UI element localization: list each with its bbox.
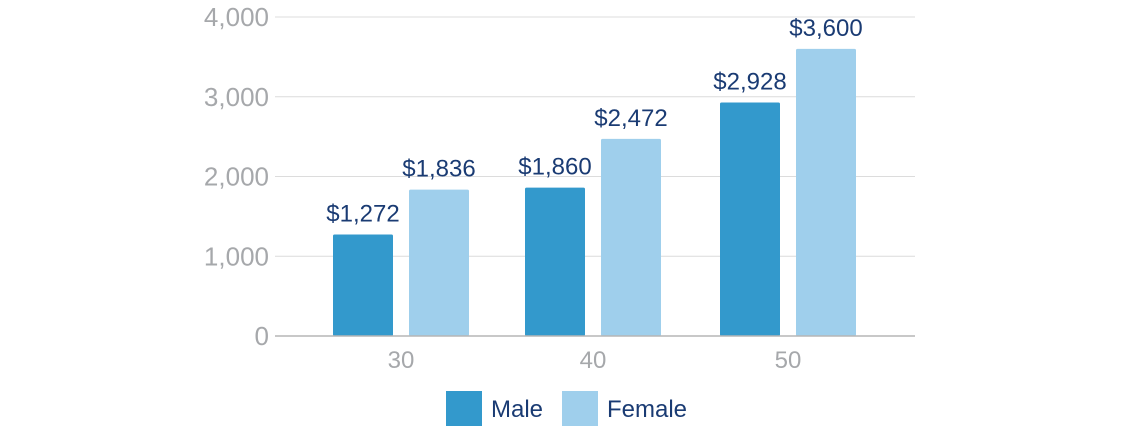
bar-male-30: [333, 234, 393, 336]
bar-female-30: [409, 189, 469, 336]
y-tick-label: 3,000: [204, 82, 269, 112]
legend-swatch-female: [562, 391, 598, 426]
x-tick-label: 40: [580, 347, 607, 374]
bar-female-50: [796, 48, 856, 337]
data-label: $2,472: [594, 105, 667, 132]
legend: Male Female: [446, 391, 687, 426]
x-axis-ticks: 30 40 50: [275, 335, 915, 374]
y-tick-label: 0: [255, 321, 269, 351]
data-label: $1,272: [326, 201, 399, 228]
y-tick-label: 4,000: [204, 2, 269, 32]
bar-male-50: [720, 102, 780, 336]
y-axis-ticks: 0 1,000 2,000 3,000 4,000: [204, 2, 269, 351]
data-label: $1,860: [518, 154, 591, 181]
x-tick-label: 30: [388, 347, 415, 374]
legend-swatch-male: [446, 391, 482, 426]
data-label: $3,600: [789, 15, 862, 42]
data-label: $1,836: [402, 156, 475, 183]
data-label: $2,928: [713, 68, 786, 95]
bar-female-40: [601, 138, 661, 336]
bar-male-40: [525, 187, 585, 336]
data-labels: $1,272$1,836 $1,860$2,472 $2,928$3,600: [326, 15, 862, 228]
legend-label-female: Female: [607, 396, 687, 423]
bars: [333, 48, 856, 337]
legend-label-male: Male: [491, 396, 543, 423]
y-tick-label: 1,000: [204, 241, 269, 271]
x-tick-label: 50: [775, 347, 802, 374]
y-tick-label: 2,000: [204, 162, 269, 192]
